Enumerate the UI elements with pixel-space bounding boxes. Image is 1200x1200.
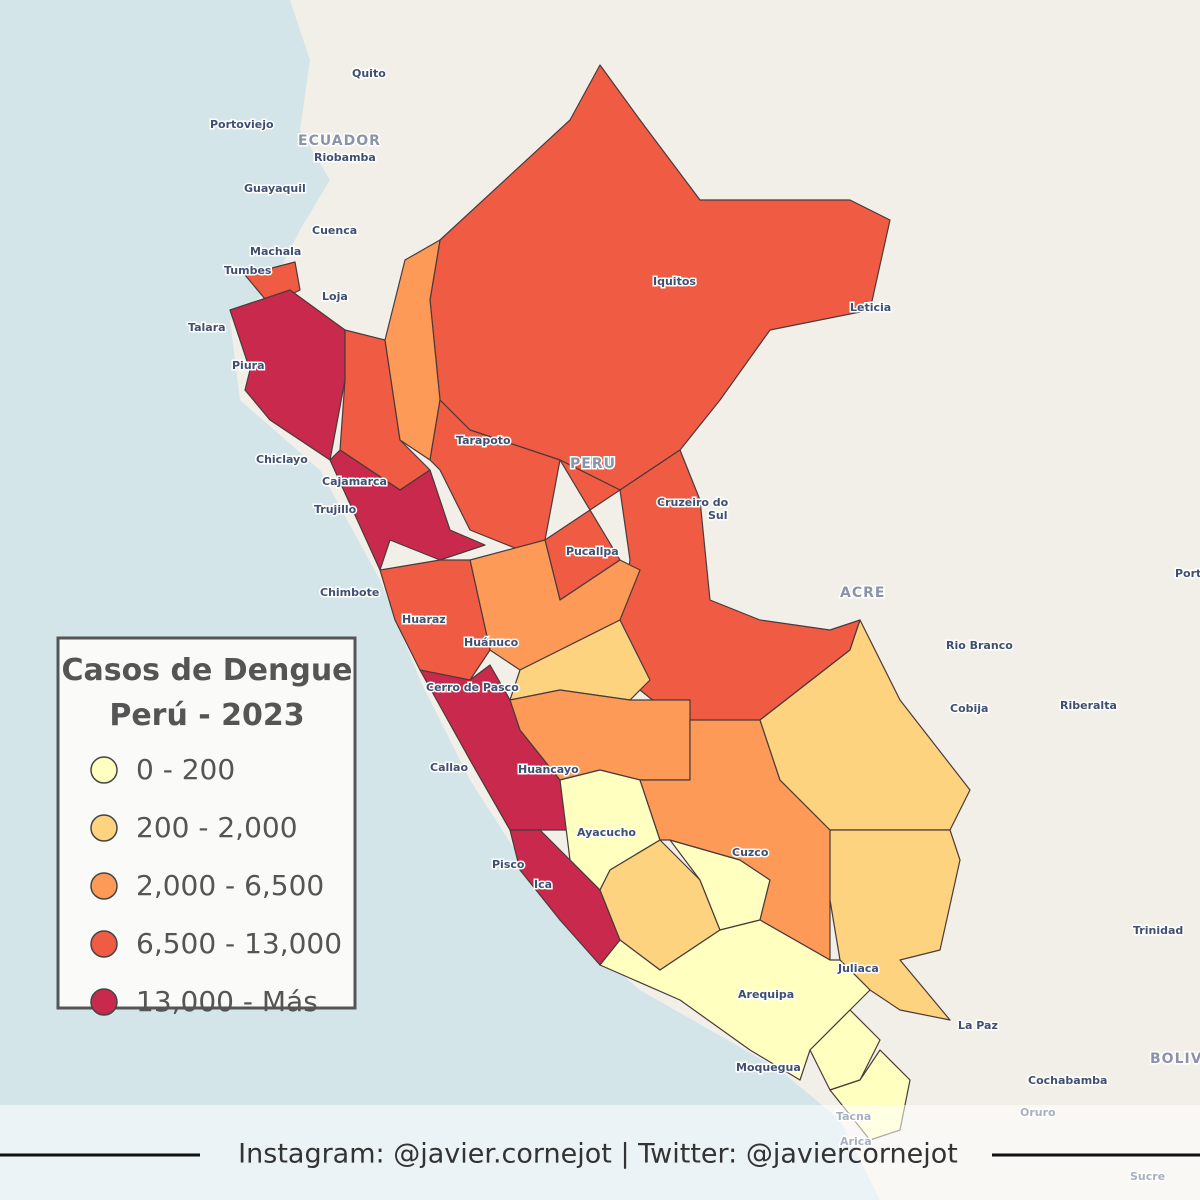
place-label: Chimbote [320,586,379,599]
region [809,1009,881,1091]
place-label: Pisco [492,858,525,871]
legend-swatch [90,988,118,1016]
place-label: Rio Branco [946,639,1013,652]
legend-swatch [90,930,118,958]
place-label: Port [1175,567,1200,580]
country-labels: ECUADOR PERU ACRE BOLIV [297,132,1200,1069]
place-label: La Paz [958,1019,998,1032]
legend-swatch [90,814,118,842]
legend-swatch [90,872,118,900]
place-label: Moquegua [736,1061,801,1074]
place-label: Callao [430,761,468,774]
region [469,539,641,671]
place-label: Cerro de Pasco [426,681,519,694]
place-label: Cobija [950,702,988,715]
legend-label: 2,000 - 6,500 [136,869,324,902]
place-label: Sul [708,509,728,522]
place-label: Piura [232,359,265,372]
place-label: Cuzco [732,846,769,859]
place-label: Ayacucho [577,826,636,839]
place-label: Huaraz [402,613,446,626]
place-label: Trujillo [314,503,357,516]
legend-label: 13,000 - Más [136,985,318,1018]
place-label: Tumbes [224,264,272,277]
place-label: Chiclayo [256,453,308,466]
place-label: Guayaquil [244,182,306,195]
country-label: BOLIV [1150,1051,1200,1067]
place-label: Pucallpa [566,545,619,558]
place-label: Ica [534,878,552,891]
country-label: ACRE [840,585,885,601]
place-label: Cajamarca [322,475,387,488]
place-label: Cuenca [312,224,357,237]
country-label: PERU [570,456,616,472]
place-label: Portoviejo [210,118,274,131]
place-label: Arequipa [738,988,794,1001]
legend-label: 200 - 2,000 [136,811,298,844]
region [229,289,346,461]
place-label: Talara [188,321,226,334]
region [759,619,971,831]
place-label: Cruzeiro do [657,496,729,509]
legend: Casos de Dengue Perú - 2023 0 - 200 200 -… [56,636,357,1018]
place-label: Huánuco [464,636,519,649]
place-label: Iquitos [653,275,696,288]
place-label: Tarapoto [456,434,511,447]
place-label: Riobamba [314,151,376,164]
regions [229,64,971,1141]
place-label: Huancayo [518,763,579,776]
country-label: ECUADOR [298,133,381,149]
place-label: Leticia [850,301,891,314]
place-label: Juliaca [837,962,879,975]
legend-label: 6,500 - 13,000 [136,927,342,960]
legend-title: Casos de Dengue [61,653,352,688]
place-label: Riberalta [1060,699,1117,712]
place-label: Loja [322,290,348,303]
legend-label: 0 - 200 [136,753,235,786]
place-labels: Quito Portoviejo Riobamba Guayaquil Cuenca Ma… [187,66,1200,1185]
place-label: Machala [250,245,301,258]
footer-band [0,1105,1200,1200]
region [829,829,961,1021]
place-label: Cochabamba [1028,1074,1107,1087]
place-label: Quito [352,67,386,80]
region [329,449,486,571]
legend-swatch [90,756,118,784]
footer: Instagram: @javier.cornejot | Twitter: @… [238,1139,958,1170]
region [599,919,871,1081]
place-label: Trinidad [1133,924,1183,937]
legend-title: Perú - 2023 [109,698,304,733]
